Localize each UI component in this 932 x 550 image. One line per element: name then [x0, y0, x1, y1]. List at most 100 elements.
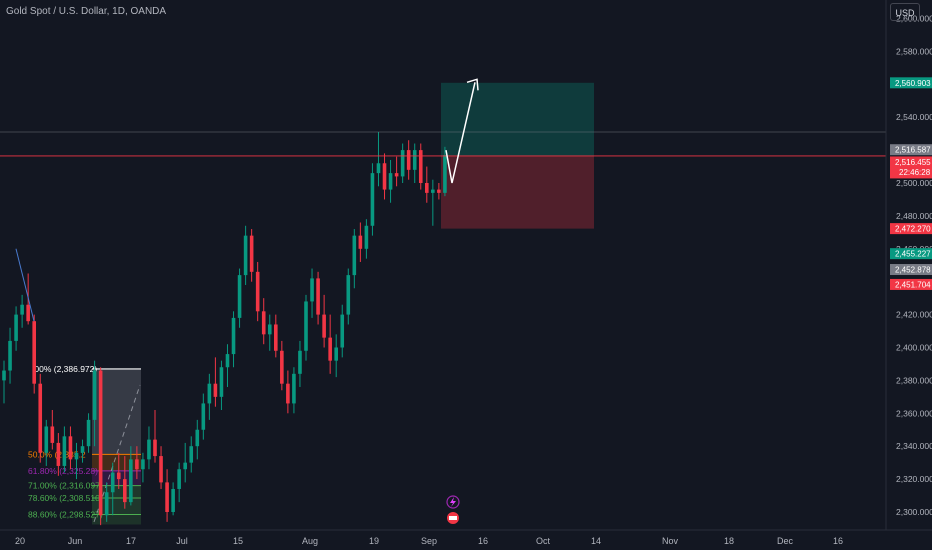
candle: [340, 304, 345, 358]
price-tick-label: 2,360.000: [896, 408, 932, 418]
candle: [116, 452, 121, 489]
candle: [334, 334, 338, 378]
fib-zone-2: [92, 470, 141, 486]
candle: [406, 140, 411, 180]
price-label-box: [890, 264, 932, 276]
candle: [388, 159, 393, 203]
candle-body: [177, 469, 181, 489]
price-tick-label: 2,400.000: [896, 343, 932, 353]
candle-body: [255, 271, 260, 312]
candle: [352, 229, 357, 289]
price-label-box: [890, 248, 932, 260]
candle-body: [400, 150, 405, 177]
candle: [38, 373, 43, 463]
candle: [225, 344, 230, 387]
price-axis[interactable]: 2,300.000 2,320.000 2,340.000 2,360.000 2,38…: [885, 0, 932, 530]
candle: [443, 146, 447, 197]
flag-stripe-icon: [449, 516, 457, 520]
candle: [298, 340, 302, 387]
candle: [68, 426, 73, 470]
fib-label-5: 88.60% (2,298.527): [28, 509, 103, 519]
fib-zone-4: [92, 498, 141, 515]
candle: [14, 306, 18, 351]
candle: [425, 166, 429, 203]
candle: [110, 462, 115, 516]
time-tick-label: Nov: [662, 536, 679, 546]
trend-line: [15, 248, 35, 322]
projection-arrow-head: [466, 78, 479, 91]
candle: [280, 340, 284, 391]
candle-body: [298, 350, 302, 374]
candle: [431, 179, 435, 226]
candle-body: [418, 150, 423, 183]
candle: [322, 294, 326, 348]
candle-body: [322, 314, 326, 338]
candle: [74, 442, 79, 480]
price-label-box: [890, 223, 932, 235]
candle: [274, 314, 278, 358]
price-tick-label: 2,320.000: [896, 474, 932, 484]
candle: [231, 311, 236, 368]
candle-body: [189, 446, 194, 463]
price-label-text: 2,516.455: [895, 158, 931, 167]
currency-button[interactable]: USD: [890, 3, 920, 21]
candle-body: [437, 189, 441, 193]
candle: [2, 360, 6, 404]
price-label-text: 2,451.704: [895, 280, 931, 289]
candle-body: [231, 317, 236, 355]
event-icons[interactable]: [446, 495, 460, 524]
candle: [80, 439, 85, 463]
candle-body: [304, 301, 308, 351]
candle-body: [86, 419, 91, 447]
fib-zone-1: [92, 454, 141, 471]
candle-body: [129, 459, 133, 503]
candle-body: [116, 472, 121, 480]
candle: [8, 327, 12, 384]
candle-body: [44, 426, 49, 453]
candle-body: [201, 403, 206, 430]
price-tick-label: 2,340.000: [896, 441, 932, 451]
candle-body: [195, 429, 200, 447]
candle-body: [74, 452, 79, 460]
time-tick-label: 14: [591, 536, 601, 546]
price-label-text: 2,560.903: [895, 79, 931, 88]
candle: [394, 156, 399, 187]
time-tick-label: 16: [478, 536, 488, 546]
candle: [129, 446, 133, 506]
price-tick-label: 2,480.000: [896, 211, 932, 221]
candle-body: [62, 436, 67, 466]
fib-zone-3: [92, 485, 141, 499]
price-tick-label: 2,500.000: [896, 178, 932, 188]
candle-body: [50, 426, 55, 443]
candle: [62, 426, 67, 473]
price-tick-label: 2,540.000: [896, 112, 932, 122]
candle: [86, 413, 91, 453]
candle: [412, 143, 417, 183]
candle-body: [183, 462, 187, 470]
candle-body: [98, 370, 103, 516]
candle-body: [207, 383, 212, 404]
candle: [177, 462, 181, 503]
candle: [328, 314, 332, 374]
candle: [123, 456, 127, 509]
candle-body: [2, 370, 6, 381]
candle: [104, 482, 109, 522]
time-tick-label: Jul: [176, 536, 188, 546]
candle-body: [340, 314, 345, 348]
candle-body: [358, 235, 363, 249]
time-tick-label: 16: [833, 536, 843, 546]
candle: [153, 410, 157, 463]
time-axis[interactable]: 20 Jun 17 Jul 15 Aug 19 Sep 16 Oct 14 Nov 18 Dec 16: [0, 529, 932, 546]
fib-label-3: 71.00% (2,316.097): [28, 481, 103, 491]
candle-body: [249, 235, 254, 272]
candle-body: [388, 173, 393, 190]
candle-body: [364, 225, 369, 249]
candle: [249, 229, 254, 282]
candle: [50, 410, 55, 450]
candle: [32, 314, 36, 394]
time-tick-label: 20: [15, 536, 25, 546]
candle: [382, 153, 387, 200]
candle-body: [243, 235, 248, 276]
candle: [364, 219, 369, 259]
